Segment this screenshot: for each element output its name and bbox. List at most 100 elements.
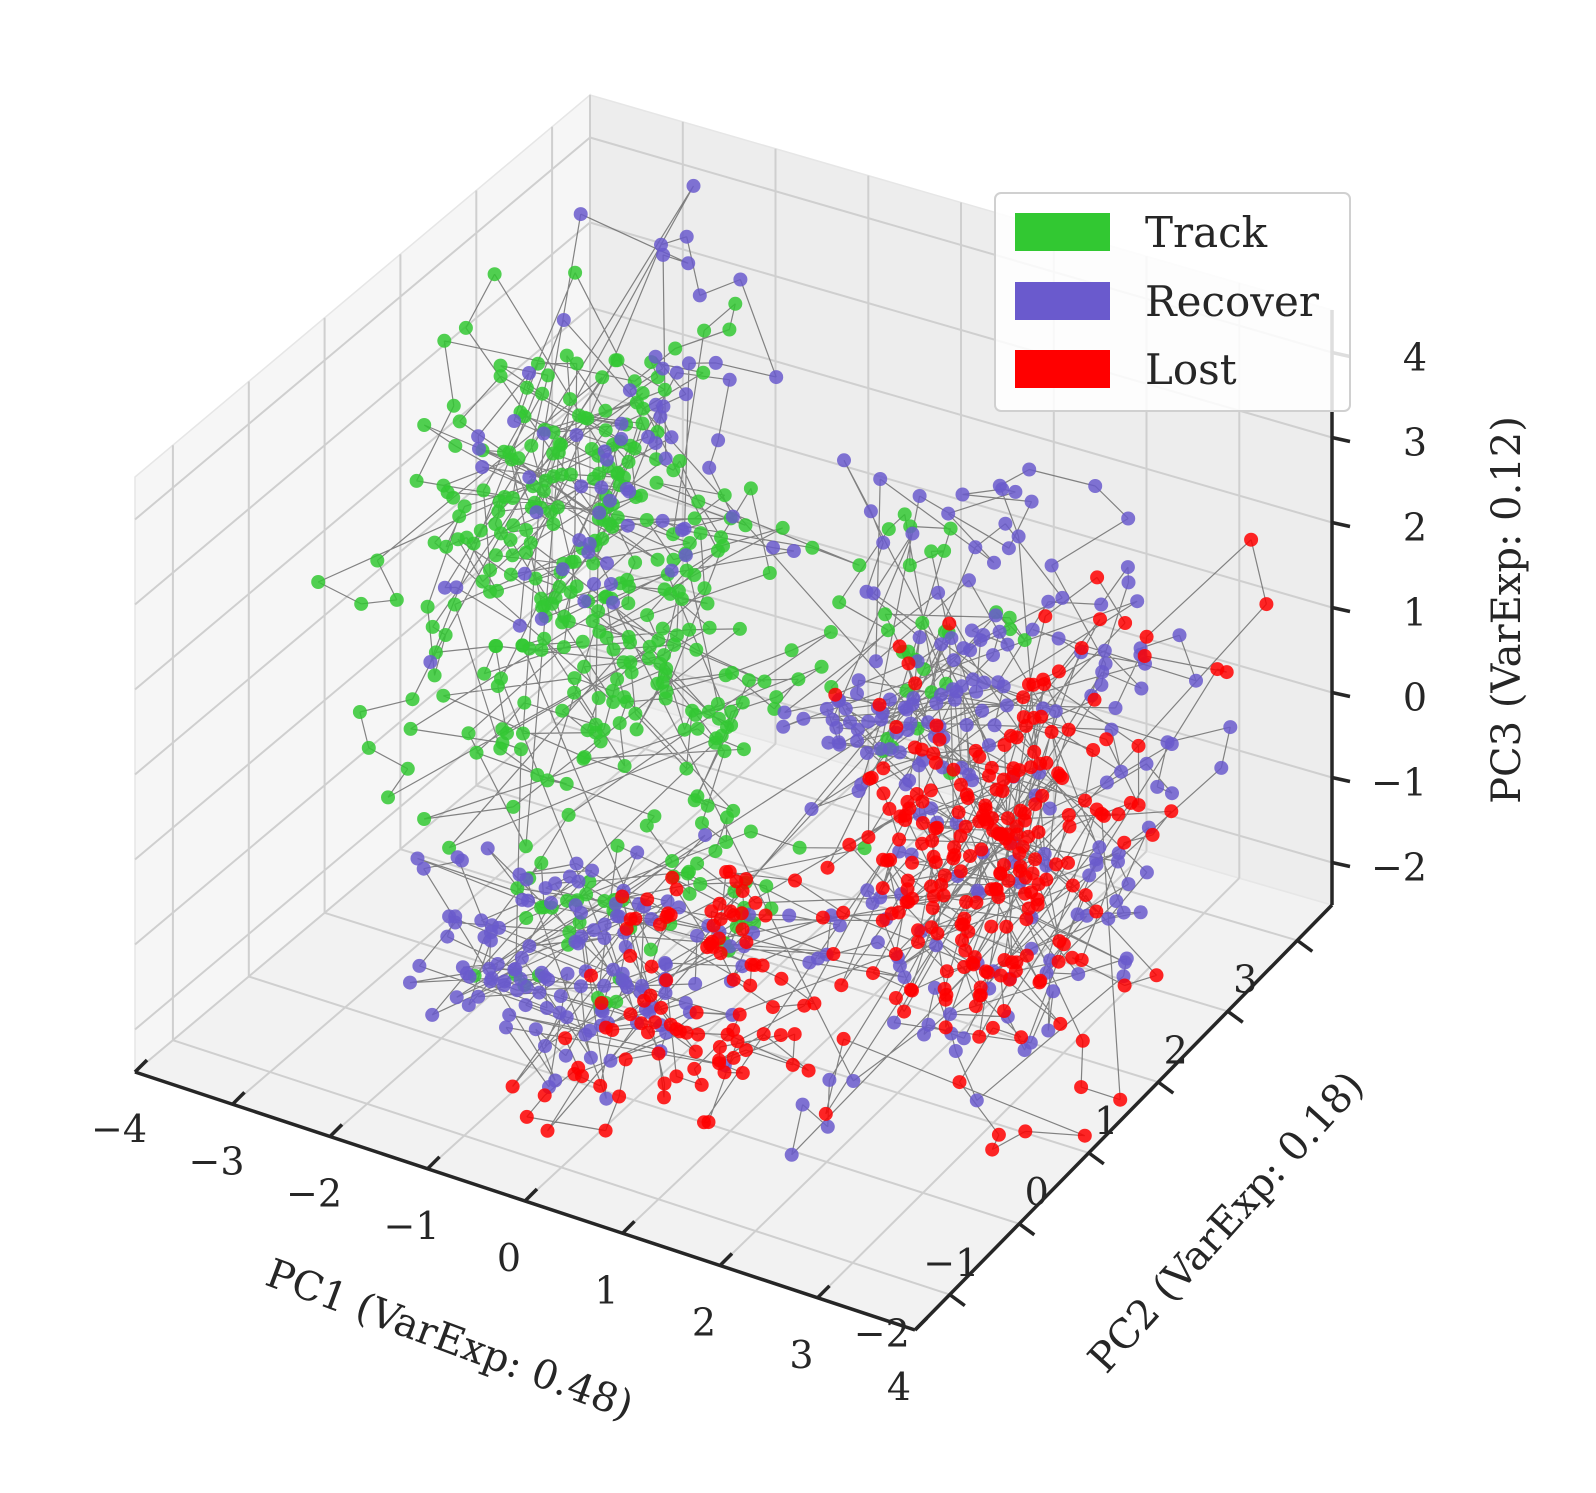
data-point-recover xyxy=(851,784,866,798)
data-point-recover xyxy=(1111,846,1126,861)
data-point-track xyxy=(617,759,632,773)
data-point-track xyxy=(546,446,561,461)
data-point-recover xyxy=(956,1031,971,1046)
data-point-recover xyxy=(669,365,684,380)
data-point-track xyxy=(599,630,614,645)
data-point-lost xyxy=(628,911,643,926)
data-point-track xyxy=(439,539,454,554)
data-point-track xyxy=(762,566,777,580)
data-point-lost xyxy=(1086,743,1101,757)
data-point-track xyxy=(682,886,697,901)
data-point-lost xyxy=(726,1050,741,1065)
data-point-track xyxy=(506,518,521,533)
y-tick-label: −2 xyxy=(854,1312,910,1356)
data-point-track xyxy=(534,642,549,657)
data-point-track xyxy=(621,579,636,594)
data-point-track xyxy=(577,410,592,425)
data-point-track xyxy=(425,619,440,634)
data-point-track xyxy=(436,688,451,703)
data-point-recover xyxy=(599,1091,614,1106)
data-point-track xyxy=(552,579,567,594)
data-point-recover xyxy=(573,207,588,222)
data-point-lost xyxy=(1113,1092,1128,1107)
data-point-recover xyxy=(528,1022,543,1037)
data-point-recover xyxy=(656,247,671,262)
data-point-lost xyxy=(1210,662,1225,677)
data-point-recover xyxy=(679,387,693,402)
data-point-recover xyxy=(820,1119,835,1134)
data-point-recover xyxy=(583,1050,598,1065)
data-point-track xyxy=(469,745,484,760)
data-point-lost xyxy=(953,864,968,879)
data-point-track xyxy=(582,874,597,889)
data-point-track xyxy=(635,386,650,401)
data-point-track xyxy=(577,659,592,674)
data-point-lost xyxy=(998,831,1013,846)
data-point-track xyxy=(743,824,758,839)
data-point-recover xyxy=(522,366,536,380)
data-point-track xyxy=(700,798,715,813)
data-point-recover xyxy=(929,938,944,953)
data-point-track xyxy=(557,609,572,624)
z-tick-label: 2 xyxy=(1403,506,1427,550)
gridline xyxy=(248,975,1020,1225)
data-point-recover xyxy=(991,675,1006,690)
data-point-track xyxy=(555,703,570,718)
z-tick-label: −2 xyxy=(1371,846,1427,890)
data-point-recover xyxy=(959,718,974,732)
data-point-track xyxy=(569,579,584,594)
data-point-recover xyxy=(642,1005,657,1019)
data-point-track xyxy=(769,690,784,705)
data-point-recover xyxy=(536,426,551,441)
x-tick xyxy=(426,1155,441,1171)
data-point-recover xyxy=(1139,865,1154,880)
data-point-track xyxy=(717,744,732,759)
data-point-recover xyxy=(548,876,563,891)
data-point-track xyxy=(495,722,510,737)
data-point-track xyxy=(510,881,525,896)
data-point-recover xyxy=(934,687,948,702)
data-point-lost xyxy=(1061,722,1076,737)
data-point-track xyxy=(503,567,518,582)
data-point-track xyxy=(617,470,631,485)
data-point-lost xyxy=(648,1015,662,1030)
data-point-lost xyxy=(723,904,738,919)
data-point-recover xyxy=(887,1015,901,1030)
data-point-lost xyxy=(959,787,974,802)
data-point-recover xyxy=(1099,775,1114,790)
data-point-recover xyxy=(599,452,614,467)
data-point-track xyxy=(458,320,473,335)
data-point-recover xyxy=(660,894,675,909)
data-point-lost xyxy=(735,922,750,937)
z-tick xyxy=(1331,690,1351,699)
data-point-lost xyxy=(1137,649,1152,663)
data-point-track xyxy=(370,553,385,568)
data-point-recover xyxy=(490,957,505,971)
data-point-recover xyxy=(568,934,583,949)
data-point-lost xyxy=(785,1057,800,1072)
data-point-recover xyxy=(825,712,840,727)
data-point-track xyxy=(519,380,534,395)
data-point-lost xyxy=(619,921,634,936)
data-point-recover xyxy=(569,856,584,871)
data-point-track xyxy=(784,643,799,658)
data-point-recover xyxy=(1044,558,1059,573)
data-point-track xyxy=(563,392,577,407)
data-point-lost xyxy=(892,832,907,847)
data-point-lost xyxy=(969,895,984,910)
data-point-lost xyxy=(888,947,903,961)
data-point-lost xyxy=(1018,1124,1033,1139)
data-point-recover xyxy=(999,698,1014,713)
data-point-lost xyxy=(726,972,741,987)
data-point-lost xyxy=(891,905,906,920)
data-point-track xyxy=(687,511,702,526)
data-point-recover xyxy=(1089,857,1104,872)
data-point-track xyxy=(567,685,582,700)
data-point-lost xyxy=(938,992,953,1007)
data-point-track xyxy=(586,556,601,571)
data-point-recover xyxy=(850,686,864,701)
x-tick xyxy=(816,1284,831,1300)
data-point-lost xyxy=(985,1142,1000,1157)
data-point-track xyxy=(616,655,631,670)
data-point-track xyxy=(528,571,543,586)
